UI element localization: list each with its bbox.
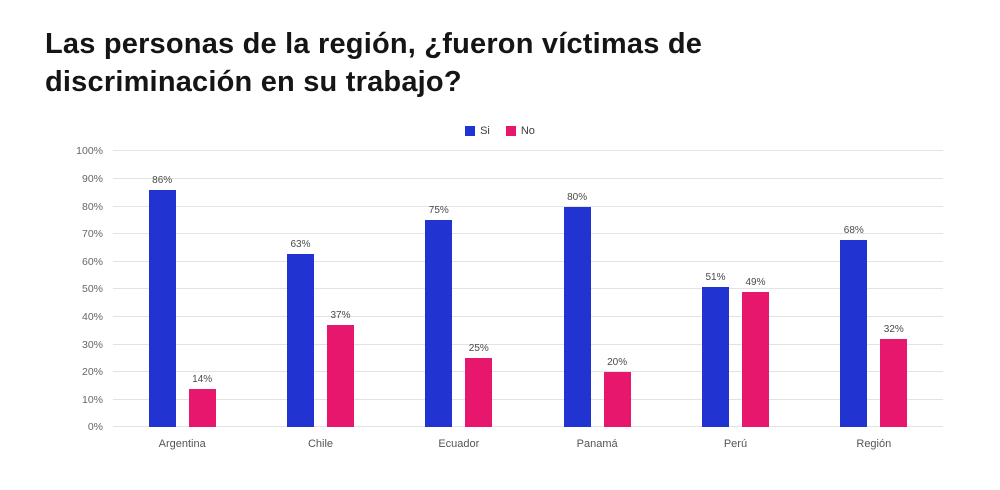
legend-swatch-si <box>465 126 476 137</box>
bar-si-panama <box>563 206 591 428</box>
chart-legend: Si No <box>45 125 955 137</box>
bar-value-label-si-panama: 80% <box>567 191 588 203</box>
chart-page: Las personas de la región, ¿fueron vícti… <box>45 28 955 450</box>
y-tick-label-70: 70% <box>81 228 103 241</box>
gridline-80 <box>113 205 943 207</box>
bar-holder-no-ecuador: 25% <box>465 151 493 428</box>
legend-item-si: Si <box>465 125 490 137</box>
y-tick-label-80: 80% <box>81 200 103 213</box>
bar-holder-si-ecuador: 75% <box>425 151 453 428</box>
legend-label-si: Si <box>480 125 490 138</box>
gridline-40 <box>113 315 943 317</box>
bar-no-region <box>880 339 908 428</box>
bar-value-label-si-region: 68% <box>843 224 864 236</box>
plot-area: 0% 10% 20% 30% 40% 50% 60% 70% 80% 90% 100% 86% 14% 6… <box>76 145 943 433</box>
gridline-30 <box>113 343 943 345</box>
bar-no-argentina <box>188 388 216 428</box>
gridline-0 <box>113 426 943 428</box>
bar-no-peru <box>741 292 769 428</box>
gridline-60 <box>113 260 943 262</box>
bar-value-label-no-ecuador: 25% <box>468 343 489 355</box>
bar-holder-no-argentina: 14% <box>188 151 216 428</box>
bar-group-argentina: 86% 14% <box>113 151 251 428</box>
y-tick-label-0: 0% <box>87 421 103 434</box>
y-tick-label-50: 50% <box>81 283 103 296</box>
gridline-50 <box>113 288 943 290</box>
x-label-region: Región <box>856 438 892 451</box>
bar-si-chile <box>286 253 314 428</box>
bar-value-label-no-peru: 49% <box>745 277 766 289</box>
bar-groups: 86% 14% 63% 37% 75% 25% 80% 20% 51% 49% 68% 32% <box>113 151 943 428</box>
bar-si-peru <box>701 286 729 428</box>
bar-holder-no-chile: 37% <box>326 151 354 428</box>
legend-label-no: No <box>520 125 535 138</box>
bar-group-ecuador: 75% 25% <box>390 151 528 428</box>
y-tick-label-100: 100% <box>76 145 103 158</box>
bar-holder-si-region: 68% <box>840 151 868 428</box>
bar-no-ecuador <box>465 358 493 428</box>
bar-chart: 0% 10% 20% 30% 40% 50% 60% 70% 80% 90% 100% 86% 14% 6… <box>76 145 943 450</box>
gridline-20 <box>113 371 943 373</box>
x-label-argentina: Argentina <box>158 438 206 451</box>
bar-group-region: 68% 32% <box>805 151 943 428</box>
bar-holder-si-panama: 80% <box>563 151 591 428</box>
bar-value-label-no-argentina: 14% <box>192 373 213 385</box>
bar-group-peru: 51% 49% <box>666 151 804 428</box>
bar-si-region <box>840 239 868 428</box>
legend-swatch-no <box>505 126 516 137</box>
bar-value-label-no-panama: 20% <box>607 357 628 369</box>
bar-holder-no-panama: 20% <box>603 151 631 428</box>
bar-holder-si-argentina: 86% <box>148 151 176 428</box>
y-tick-label-20: 20% <box>81 366 103 379</box>
bar-holder-si-chile: 63% <box>286 151 314 428</box>
bar-value-label-si-peru: 51% <box>705 271 726 283</box>
y-tick-label-90: 90% <box>81 172 103 185</box>
bar-value-label-si-argentina: 86% <box>152 175 173 187</box>
y-tick-label-10: 10% <box>81 393 103 406</box>
gridline-90 <box>113 177 943 179</box>
y-tick-label-60: 60% <box>81 255 103 268</box>
bar-value-label-si-ecuador: 75% <box>428 205 449 217</box>
y-tick-label-30: 30% <box>81 338 103 351</box>
bar-group-panama: 80% 20% <box>528 151 666 428</box>
x-axis-labels: Argentina Chile Ecuador Panamá Perú Región <box>113 438 943 450</box>
legend-item-no: No <box>505 125 535 138</box>
bar-no-chile <box>326 325 354 428</box>
bar-no-panama <box>603 372 631 428</box>
bar-value-label-no-chile: 37% <box>330 310 351 322</box>
chart-title: Las personas de la región, ¿fueron vícti… <box>45 28 703 98</box>
bar-value-label-no-region: 32% <box>883 324 904 336</box>
bar-si-argentina <box>148 190 176 428</box>
y-tick-label-40: 40% <box>81 310 103 323</box>
bar-holder-no-peru: 49% <box>741 151 769 428</box>
gridline-10 <box>113 398 943 400</box>
bar-holder-si-peru: 51% <box>701 151 729 428</box>
bar-value-label-si-chile: 63% <box>290 238 311 250</box>
x-label-ecuador: Ecuador <box>438 438 480 451</box>
x-label-chile: Chile <box>307 438 334 451</box>
bar-si-ecuador <box>425 220 453 428</box>
x-label-panama: Panamá <box>576 438 618 451</box>
bar-group-chile: 63% 37% <box>251 151 389 428</box>
gridline-70 <box>113 233 943 235</box>
bar-holder-no-region: 32% <box>880 151 908 428</box>
x-label-peru: Perú <box>723 438 748 451</box>
gridline-100 <box>113 150 943 152</box>
